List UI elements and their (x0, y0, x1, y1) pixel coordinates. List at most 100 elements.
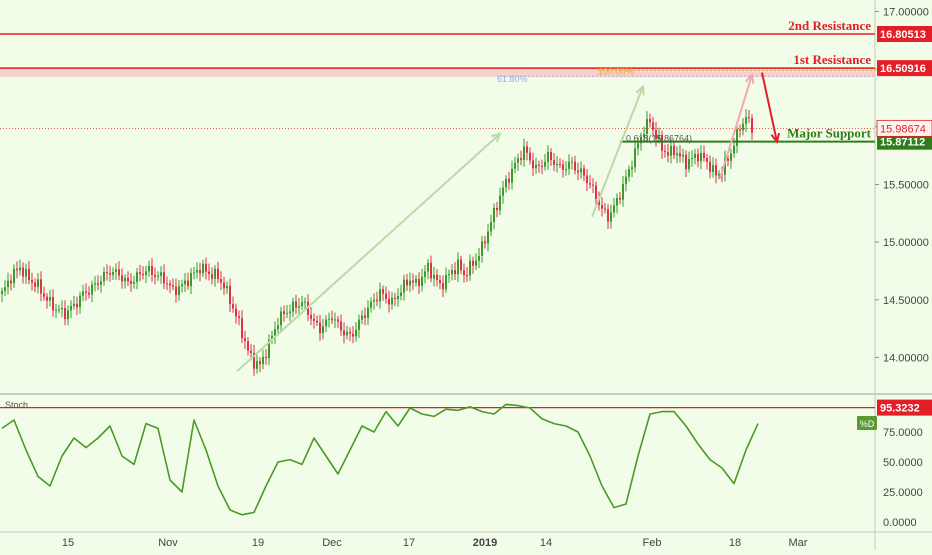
candle-body (277, 325, 279, 330)
candle-body (4, 287, 6, 292)
candle-body (115, 269, 117, 272)
candle-body (205, 263, 207, 272)
candle-body (7, 280, 9, 288)
price-tick-label: 14.00000 (883, 352, 929, 364)
candle-body (517, 158, 519, 163)
candle-body (46, 296, 48, 301)
candle-body (73, 303, 75, 306)
candle-body (568, 161, 570, 169)
time-tick-label: 18 (729, 537, 741, 549)
candle-body (61, 307, 63, 310)
candle-body (565, 168, 567, 170)
candle-body (313, 318, 315, 321)
candle-body (49, 297, 51, 301)
candle-body (637, 143, 639, 149)
candle-body (703, 152, 705, 159)
candle-body (481, 241, 483, 256)
candle-body (331, 318, 333, 321)
price-tick-label: 17.00000 (883, 7, 929, 19)
annotations: 2nd Resistance 1st Resistance Major Suppor… (0, 18, 875, 372)
candle-body (658, 135, 660, 140)
candle-body (196, 270, 198, 273)
candle-body (178, 286, 180, 295)
candle-body (490, 222, 492, 232)
candle-body (253, 353, 255, 369)
candle-body (454, 270, 456, 275)
candle-body (712, 165, 714, 172)
candle-body (601, 205, 603, 209)
candle-body (280, 311, 282, 326)
candle-body (136, 272, 138, 283)
candle-body (40, 279, 42, 294)
candle-body (274, 329, 276, 336)
candle-body (184, 280, 186, 285)
candle-body (142, 274, 144, 276)
candle-body (139, 272, 141, 275)
candle-body (541, 166, 543, 168)
candle-body (433, 274, 435, 279)
candle-body (112, 271, 114, 275)
time-tick-label: Feb (643, 537, 662, 549)
candle-body (103, 272, 105, 282)
candle-body (532, 160, 534, 169)
candle-body (610, 212, 612, 222)
candle-body (556, 163, 558, 165)
candle-body (436, 274, 438, 281)
candle-body (235, 308, 237, 317)
candle-body (505, 178, 507, 188)
candle-body (262, 356, 264, 365)
candle-body (124, 277, 126, 282)
candle-body (397, 295, 399, 300)
candle-body (484, 241, 486, 244)
candle-body (295, 301, 297, 308)
candle-body (271, 335, 273, 340)
time-tick-label: 19 (252, 537, 264, 549)
time-tick-label: 17 (403, 537, 415, 549)
candle-body (169, 283, 171, 286)
r1-value-tag-box (877, 60, 932, 77)
candle-body (337, 319, 339, 322)
candle-body (133, 282, 135, 284)
candle-body (616, 197, 618, 206)
candle-body (214, 268, 216, 279)
candle-body (598, 198, 600, 206)
candle-body (694, 153, 696, 158)
price-tick-label: 15.00000 (883, 237, 929, 249)
candle-body (85, 291, 87, 293)
trend-arrow-3-head (745, 72, 755, 84)
candle-body (67, 310, 69, 320)
candle-body (13, 268, 15, 284)
candle-body (118, 269, 120, 276)
candle-body (97, 283, 99, 285)
candle-body (670, 145, 672, 156)
candle-body (424, 271, 426, 277)
candle-body (649, 118, 651, 123)
candle-body (619, 197, 621, 200)
candle-body (520, 158, 522, 161)
stoch-tag-label: %D (860, 419, 875, 429)
candle-body (250, 350, 252, 354)
candle-body (640, 137, 642, 144)
candle-body (301, 302, 303, 307)
candle-body (496, 207, 498, 211)
candle-body (718, 173, 720, 176)
candle-body (580, 168, 582, 173)
candle-body (340, 321, 342, 331)
candle-body (208, 271, 210, 274)
candle-body (229, 286, 231, 305)
candle-body (52, 297, 54, 311)
candle-body (409, 280, 411, 286)
candle-body (625, 176, 627, 185)
stoch-tick-label: 50.0000 (883, 457, 923, 469)
candle-body (706, 158, 708, 162)
candle-body (607, 209, 609, 222)
candle-body (502, 187, 504, 196)
candle-body (523, 146, 525, 161)
candle-body (283, 311, 285, 315)
candle-body (238, 316, 240, 319)
time-tick-label: 14 (540, 537, 552, 549)
candle-body (154, 274, 156, 277)
candle-body (748, 117, 750, 119)
